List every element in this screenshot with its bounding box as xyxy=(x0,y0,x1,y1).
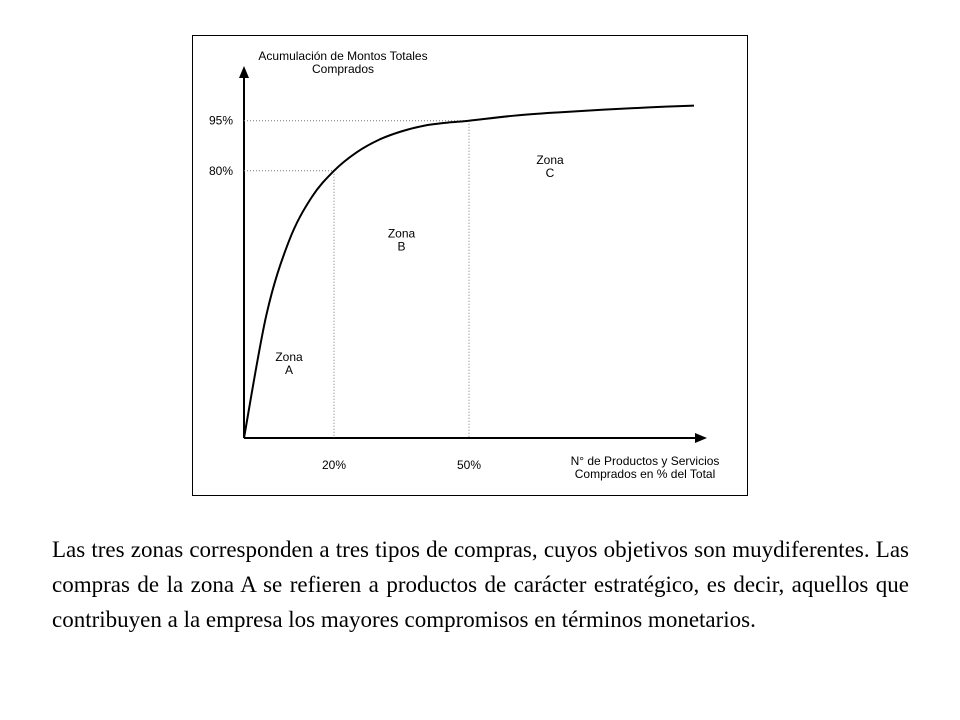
y-tick-label-2: 95% xyxy=(209,114,233,128)
zone-label-3-letter: C xyxy=(546,166,555,180)
zone-label-1-letter: A xyxy=(285,363,293,377)
zone-label-1-title: Zona xyxy=(275,350,303,364)
x-axis-title-line-1: N° de Productos y Servicios xyxy=(571,454,720,468)
zone-label-3-title: Zona xyxy=(536,153,564,167)
x-axis-arrowhead xyxy=(695,433,707,443)
caption-paragraph: Las tres zonas corresponden a tres tipos… xyxy=(52,537,909,632)
y-tick-label-1: 80% xyxy=(209,164,233,178)
x-tick-label-2: 50% xyxy=(457,458,481,472)
abc-curve-line-1 xyxy=(243,104,695,439)
y-axis-title-line-1: Acumulación de Montos Totales xyxy=(258,49,427,63)
y-axis-title-line-2: Comprados xyxy=(312,62,374,76)
x-axis-title-line-2: Comprados en % del Total xyxy=(575,467,716,481)
y-axis-arrowhead xyxy=(239,66,249,78)
x-tick-label-1: 20% xyxy=(322,458,346,472)
zone-label-2-letter: B xyxy=(397,240,405,254)
chart-frame: Acumulación de Montos Totales Comprados N°… xyxy=(192,35,748,496)
zone-label-2-title: Zona xyxy=(388,227,416,241)
